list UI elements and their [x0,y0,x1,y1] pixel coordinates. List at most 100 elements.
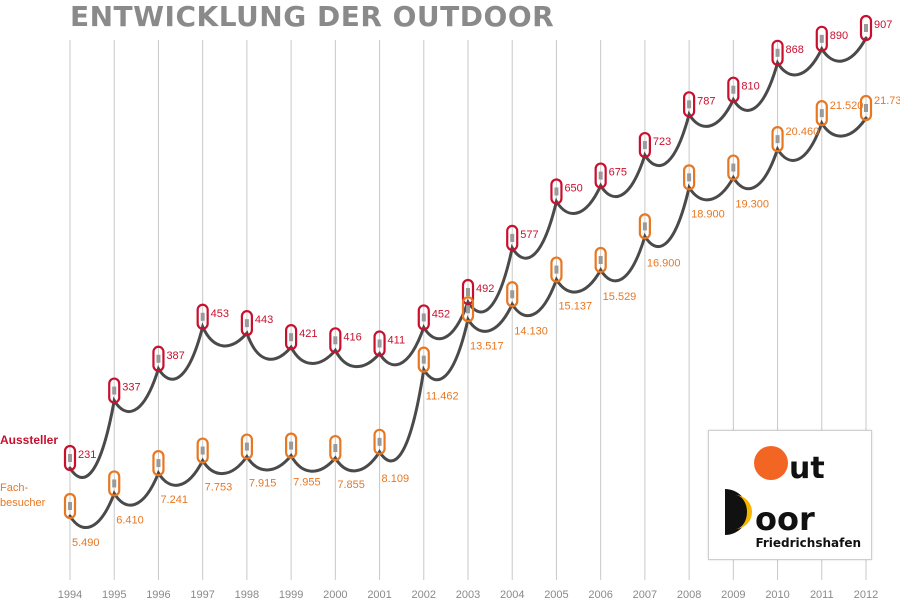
fachbesucher-data-label-1998: 7.915 [249,478,277,490]
x-tick-label-2010: 2010 [765,589,789,601]
aussteller-carabiner-gate-2006 [598,171,603,180]
fachbesucher-data-label-2002: 11.462 [426,391,459,403]
aussteller-marker-2004 [506,224,519,252]
aussteller-carabiner-2006 [594,162,607,189]
aussteller-marker-1996 [152,345,165,372]
x-tick-label-1998: 1998 [235,589,259,601]
fachbesucher-carabiner-1995 [108,470,121,497]
aussteller-carabiner-gate-2005 [554,187,559,196]
fachbesucher-marker-2003 [461,296,475,323]
fachbesucher-carabiner-1996 [152,449,165,477]
aussteller-carabiner-2011 [815,25,828,52]
chart-title: ENTWICKLUNG DER OUTDOOR [70,0,555,33]
fachbesucher-marker-2002 [417,346,430,373]
aussteller-data-label-1998: 443 [255,314,273,326]
fachbesucher-marker-2000 [329,434,342,462]
aussteller-carabiner-gate-1999 [289,333,294,342]
fachbesucher-carabiner-gate-2001 [377,437,382,446]
fachbesucher-carabiner-1994 [63,492,77,520]
fachbesucher-carabiner-1999 [285,432,298,459]
aussteller-marker-2010 [771,39,784,66]
x-axis-ticks: 1994 1995 1996 1997 1998 1999 2000 2001 2002 2003… [58,589,878,601]
logo-orange-circle [754,446,788,480]
aussteller-data-labels: 231 337 387 453 443 421 416 411 452 492 577 650 675 7… [78,19,892,461]
aussteller-carabiner-gate-1997 [200,312,205,321]
aussteller-marker-2005 [550,178,563,205]
fachbesucher-carabiner-gate-2004 [510,290,515,299]
aussteller-marker-1998 [240,310,253,337]
aussteller-data-label-2011: 890 [830,30,848,42]
aussteller-data-label-2012: 907 [874,19,892,31]
fachbesucher-data-label-1994: 5.490 [72,537,100,549]
fachbesucher-marker-2001 [373,428,386,455]
aussteller-carabiner-gate-2012 [864,24,868,32]
fachbesucher-carabiner-2005 [550,256,563,283]
fachbesucher-data-label-2004: 14.130 [514,325,548,337]
aussteller-marker-2006 [594,162,607,189]
legend-fachbesucher-line1: Fach- [0,482,29,494]
fachbesucher-marker-1999 [285,432,298,459]
x-tick-label-2009: 2009 [721,589,745,601]
aussteller-marker-2001 [373,330,386,357]
fachbesucher-marker-2007 [638,213,651,240]
fachbesucher-marker-2004 [506,281,519,308]
fachbesucher-carabiner-1997 [196,437,209,464]
legend-fachbesucher: Fach- besucher [0,481,45,511]
aussteller-marker-2003 [461,278,475,306]
aussteller-data-label-2002: 452 [432,308,450,320]
fachbesucher-carabiner-gate-2011 [819,109,824,118]
fachbesucher-data-label-2009: 19.300 [735,199,769,211]
aussteller-marker-1994 [63,444,77,472]
fachbesucher-marker-2005 [550,256,563,283]
aussteller-carabiner-gate-1995 [112,386,117,395]
fachbesucher-carabiner-gate-2005 [554,265,559,274]
aussteller-data-label-1995: 337 [122,382,140,394]
fachbesucher-data-label-2001: 8.109 [382,473,410,485]
legend-fachbesucher-line2: besucher [0,497,46,509]
aussteller-carabiner-2010 [771,39,784,66]
fachbesucher-markers [63,94,873,520]
fachbesucher-marker-1998 [240,433,253,460]
fachbesucher-carabiner-2003 [461,296,475,323]
fachbesucher-carabiner-gate-2002 [421,355,426,364]
fachbesucher-marker-2008 [683,164,696,191]
aussteller-carabiner-1998 [240,310,253,337]
outdoor-logo-mark: ut oor [725,446,825,538]
aussteller-carabiner-1999 [285,324,298,351]
aussteller-data-label-2010: 868 [786,44,804,56]
fachbesucher-carabiner-gate-2006 [598,255,603,264]
fachbesucher-data-label-2003: 13.517 [470,340,504,352]
aussteller-carabiner-2000 [329,327,342,354]
aussteller-carabiner-gate-2010 [775,48,780,57]
aussteller-data-label-2003: 492 [476,283,494,295]
fachbesucher-carabiner-gate-2009 [731,163,736,172]
fachbesucher-data-label-1999: 7.955 [293,477,321,489]
fachbesucher-marker-2010 [771,126,784,153]
fachbesucher-marker-2006 [594,246,607,274]
x-tick-label-2008: 2008 [677,589,701,601]
logo-word-oor: oor [755,500,815,538]
aussteller-rope [68,36,868,479]
fachbesucher-carabiner-1998 [240,433,253,460]
fachbesucher-data-labels: 5.490 6.410 7.241 7.753 7.915 7.955 7.855 8.109… [72,95,900,549]
aussteller-carabiner-gate-1994 [68,454,72,462]
logo-location: Friedrichshafen [755,536,861,550]
aussteller-marker-2007 [638,131,651,159]
fachbesucher-marker-1997 [196,437,209,464]
fachbesucher-carabiner-2008 [683,164,696,191]
x-tick-label-2005: 2005 [544,589,568,601]
fachbesucher-carabiner-2011 [815,100,828,127]
x-tick-label-2011: 2011 [810,589,834,601]
x-tick-label-2006: 2006 [588,589,612,601]
aussteller-marker-2009 [727,76,740,103]
logo-word-ut: ut [789,451,825,486]
aussteller-data-label-1996: 387 [166,350,184,362]
aussteller-data-label-2000: 416 [343,331,361,343]
aussteller-carabiner-2008 [683,91,696,118]
aussteller-carabiner-1997 [196,303,209,330]
fachbesucher-carabiner-gate-1999 [289,441,294,450]
fachbesucher-carabiner-2012 [859,94,873,122]
fachbesucher-carabiner-2004 [506,281,519,308]
aussteller-data-label-1997: 453 [211,308,229,320]
aussteller-carabiner-gate-1998 [244,319,249,328]
